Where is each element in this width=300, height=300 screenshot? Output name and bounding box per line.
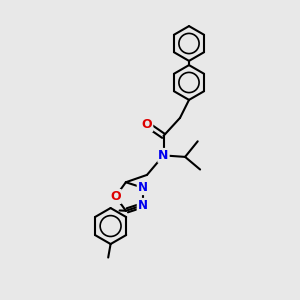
Text: N: N <box>138 199 148 212</box>
Text: N: N <box>158 149 169 162</box>
Text: N: N <box>138 181 148 194</box>
Text: O: O <box>142 118 152 131</box>
Text: O: O <box>110 190 121 203</box>
